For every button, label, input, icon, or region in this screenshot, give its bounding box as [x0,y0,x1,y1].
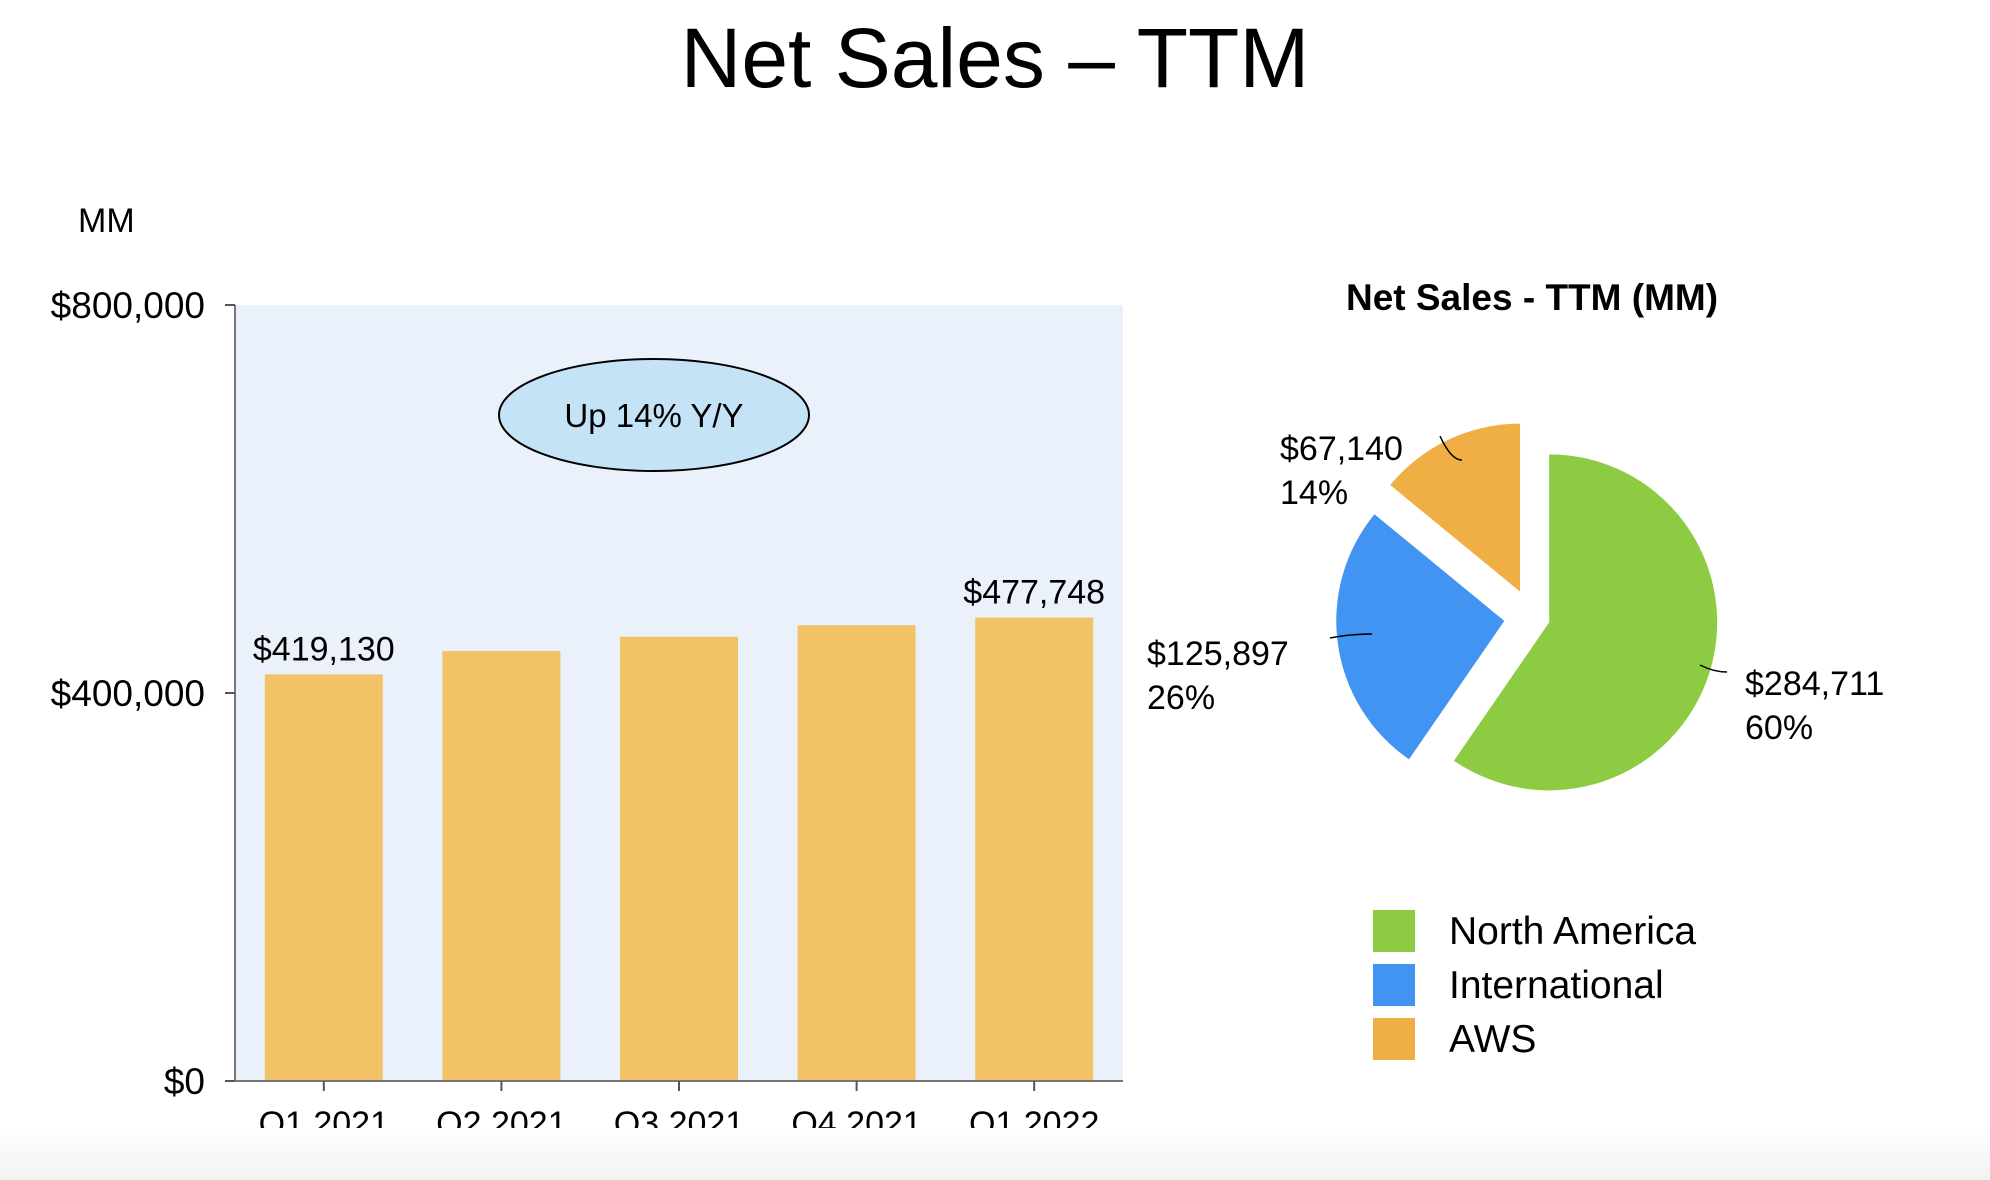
bar-q1-2022 [975,617,1094,1081]
pie-leader-line [1439,435,1463,461]
pie-percent-label: 60% [1745,709,1813,747]
bar-q2-2021 [442,651,561,1081]
y-tick-label: $0 [164,1061,205,1102]
legend-swatch-aws [1373,1018,1415,1060]
pie-percent-label: 26% [1147,679,1215,717]
bar-q3-2021 [620,636,738,1081]
legend-swatch-north-america [1373,910,1415,952]
pie-chart-title: Net Sales - TTM (MM) [1346,277,1718,318]
bar-chart: MM $419,130$477,748 $0$400,000$800,000 Q… [51,202,1123,1143]
pie-leader-line [1329,633,1373,639]
pie-value-label: $125,897 [1147,635,1289,673]
pie-value-label: $284,711 [1745,665,1884,703]
pie-slice-international [1336,514,1505,760]
bar-q4-2021 [797,625,916,1081]
legend-label: AWS [1449,1018,1536,1061]
pie-slice-north-america [1453,454,1718,791]
slide-title: Net Sales – TTM [680,11,1310,105]
y-axis-unit-label: MM [78,202,135,240]
growth-callout [498,358,810,472]
legend-label: North America [1449,910,1696,953]
y-tick-label: $400,000 [51,673,205,714]
pie-leader-line [1699,664,1728,673]
bar-q1-2021 [264,674,383,1081]
bar-data-label: $477,748 [963,574,1105,612]
pie-slice-aws [1390,423,1521,592]
legend-swatch-international [1373,964,1415,1006]
legend-label: International [1449,964,1664,1007]
bottom-strip [0,1128,1990,1180]
bar-data-label: $419,130 [253,630,395,668]
y-tick-label: $800,000 [51,285,205,326]
pie-value-label: $67,140 [1280,430,1403,468]
pie-percent-label: 14% [1280,474,1348,512]
growth-callout-text: Up 14% Y/Y [564,397,743,434]
